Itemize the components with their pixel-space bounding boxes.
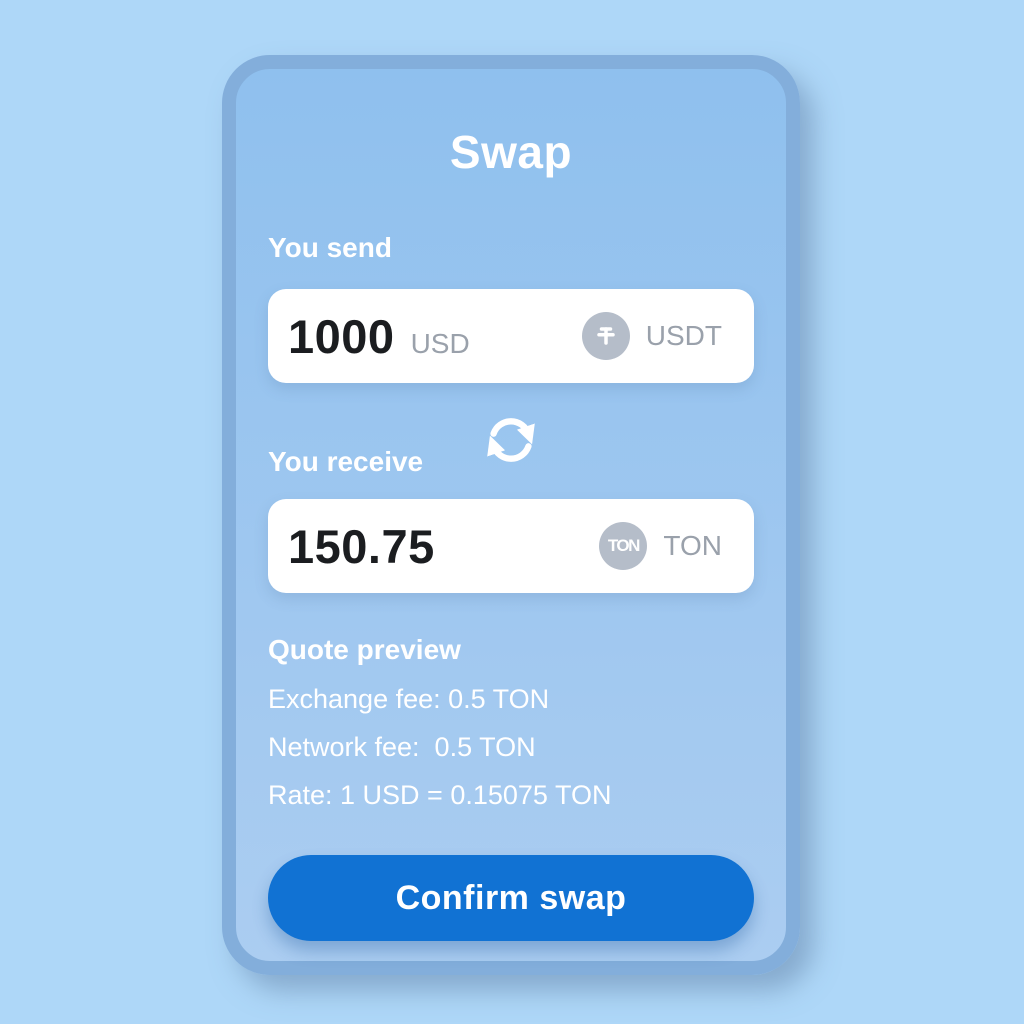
quote-preview-section: Quote preview Exchange fee: 0.5 TON Netw…	[268, 633, 754, 811]
you-send-label: You send	[268, 232, 392, 263]
receive-token-selector[interactable]: TON TON	[599, 522, 722, 570]
receive-amount-field[interactable]: 150.75 TON TON	[268, 499, 754, 593]
ton-icon: TON	[599, 522, 648, 570]
you-receive-label: You receive	[268, 446, 424, 477]
receive-token-label: TON	[663, 530, 722, 561]
send-token-selector[interactable]: USDT	[581, 312, 722, 360]
receive-amount-value: 150.75	[288, 519, 435, 573]
rate-line: Rate: 1 USD = 0.15075 TON	[268, 780, 612, 810]
refresh-icon[interactable]	[480, 409, 542, 471]
send-amount-field[interactable]: 1000 USD USDT	[268, 289, 754, 383]
send-token-label: USDT	[645, 320, 722, 351]
receive-amount-group: 150.75	[288, 519, 435, 574]
receive-header-row: You receive	[268, 409, 754, 479]
ton-badge-text: TON	[607, 536, 641, 555]
confirm-swap-button[interactable]: Confirm swap	[268, 855, 754, 941]
exchange-fee-line: Exchange fee: 0.5 TON	[268, 684, 550, 714]
quote-preview-title: Quote preview	[268, 634, 461, 665]
send-amount-value: 1000	[288, 309, 395, 363]
swap-card: Swap You send 1000 USD USDT You receive	[222, 55, 800, 975]
page-title: Swap	[449, 126, 573, 178]
send-amount-group: 1000 USD	[288, 309, 470, 364]
tether-icon	[581, 312, 630, 360]
network-fee-line: Network fee: 0.5 TON	[268, 732, 536, 762]
send-currency-label: USD	[410, 327, 470, 359]
